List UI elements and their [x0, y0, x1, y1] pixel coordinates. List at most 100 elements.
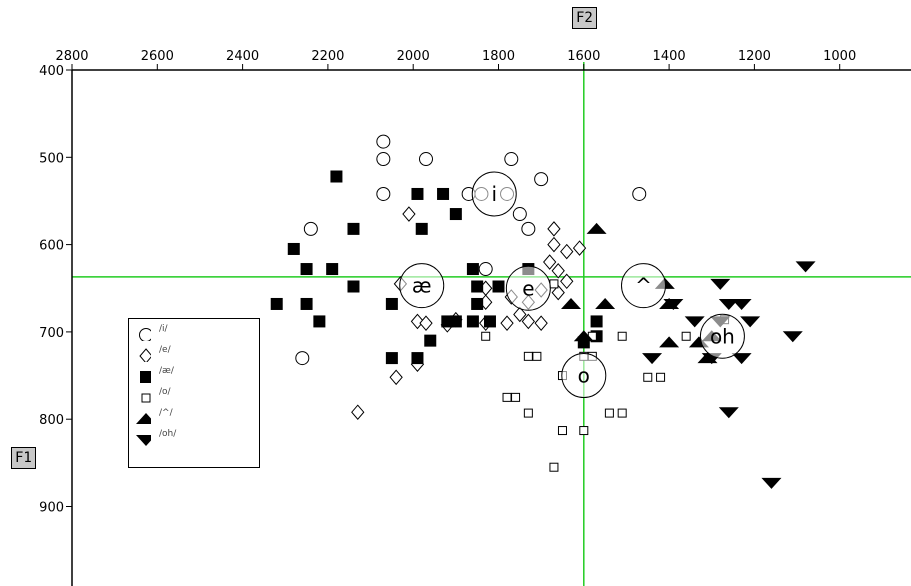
y-tick-label: 500	[39, 151, 64, 166]
legend-marker	[140, 371, 151, 383]
data-point	[561, 297, 582, 309]
centroid-circle	[561, 353, 607, 399]
data-point	[659, 336, 680, 348]
data-point	[270, 297, 283, 310]
legend-item: /^/	[129, 408, 259, 425]
data-point	[731, 353, 752, 365]
crosshair	[72, 62, 911, 586]
data-point	[287, 242, 300, 255]
legend-marker-icon	[136, 413, 151, 424]
centroid-circle	[505, 265, 551, 311]
centroid-circle	[471, 171, 517, 217]
series-1	[295, 134, 647, 366]
data-point	[389, 369, 403, 386]
data-point	[330, 170, 343, 183]
legend-label: /æ/	[159, 366, 174, 376]
series-2	[351, 206, 587, 420]
data-point	[481, 331, 491, 341]
data-point	[718, 407, 739, 419]
centroid-label: ^	[635, 274, 652, 298]
data-point	[595, 297, 616, 309]
data-point	[795, 261, 816, 273]
data-point	[500, 315, 514, 331]
data-point	[471, 297, 484, 310]
data-point	[617, 331, 627, 341]
legend-item: /æ/	[129, 366, 259, 383]
data-point	[560, 273, 574, 290]
data-point	[300, 297, 313, 310]
centroid-label: i	[491, 182, 497, 206]
data-point	[351, 404, 365, 420]
legend-marker	[136, 413, 151, 424]
data-point	[513, 306, 527, 323]
legend-label: /^/	[159, 408, 173, 418]
data-point	[656, 372, 666, 382]
data-point	[557, 426, 567, 436]
data-point	[681, 331, 691, 341]
data-point	[376, 134, 391, 149]
data-point	[547, 236, 561, 253]
data-point	[415, 222, 428, 235]
centroid-label: oh	[710, 324, 735, 348]
data-point	[642, 353, 663, 365]
x-tick-label: 2400	[226, 49, 259, 64]
data-point	[511, 392, 521, 402]
x-tick-label: 2200	[311, 49, 344, 64]
data-point	[579, 426, 589, 436]
legend-marker	[136, 435, 151, 446]
x-axis-label: F2	[572, 7, 597, 29]
data-point	[549, 462, 559, 472]
y-axis-label: F1	[11, 447, 36, 469]
data-point	[521, 313, 536, 330]
x-tick-label: 2600	[141, 49, 174, 64]
legend-marker-icon	[139, 328, 151, 341]
data-point	[534, 315, 548, 331]
data-point	[718, 298, 739, 310]
legend-label: /o/	[159, 387, 171, 397]
legend-marker-icon	[141, 393, 151, 403]
y-tick-label: 900	[39, 501, 64, 516]
data-point	[521, 221, 536, 236]
legend-marker-icon	[140, 371, 151, 383]
data-point	[295, 351, 310, 366]
centroid-circle	[399, 263, 445, 309]
data-point	[483, 315, 496, 328]
data-point	[782, 331, 803, 343]
data-point	[632, 186, 647, 201]
legend-item: /oh/	[129, 429, 259, 446]
centroid-circle	[699, 313, 745, 359]
data-point	[710, 278, 731, 290]
data-point	[551, 284, 565, 301]
data-point	[466, 263, 479, 276]
data-point	[411, 352, 424, 365]
legend-item: /e/	[129, 345, 259, 362]
centroid-label: e	[522, 276, 534, 300]
data-point	[551, 263, 565, 279]
data-point	[532, 351, 542, 361]
axes: 2800 2600 2400 2200 2000 1800 1600 1400 1200 1000…	[39, 49, 911, 586]
data-point	[313, 315, 326, 328]
data-point	[492, 280, 505, 293]
data-point	[731, 298, 752, 310]
legend-item: /i/	[129, 324, 259, 341]
y-tick-label: 600	[39, 239, 64, 254]
data-point	[385, 352, 398, 365]
data-point	[543, 254, 557, 270]
data-point	[523, 408, 533, 418]
data-point	[643, 372, 653, 382]
data-point	[411, 187, 424, 200]
data-point	[572, 240, 587, 256]
y-tick-label: 700	[39, 326, 64, 341]
data-point	[449, 315, 462, 328]
series-6	[642, 261, 816, 489]
data-point	[604, 408, 614, 418]
legend-marker-icon	[136, 435, 151, 446]
data-point	[502, 392, 512, 402]
data-point	[547, 221, 561, 237]
legend-marker-icon	[139, 348, 151, 362]
data-point	[560, 243, 574, 260]
legend-label: /e/	[159, 345, 171, 355]
data-point	[303, 221, 318, 236]
y-tick-label: 800	[39, 413, 64, 428]
